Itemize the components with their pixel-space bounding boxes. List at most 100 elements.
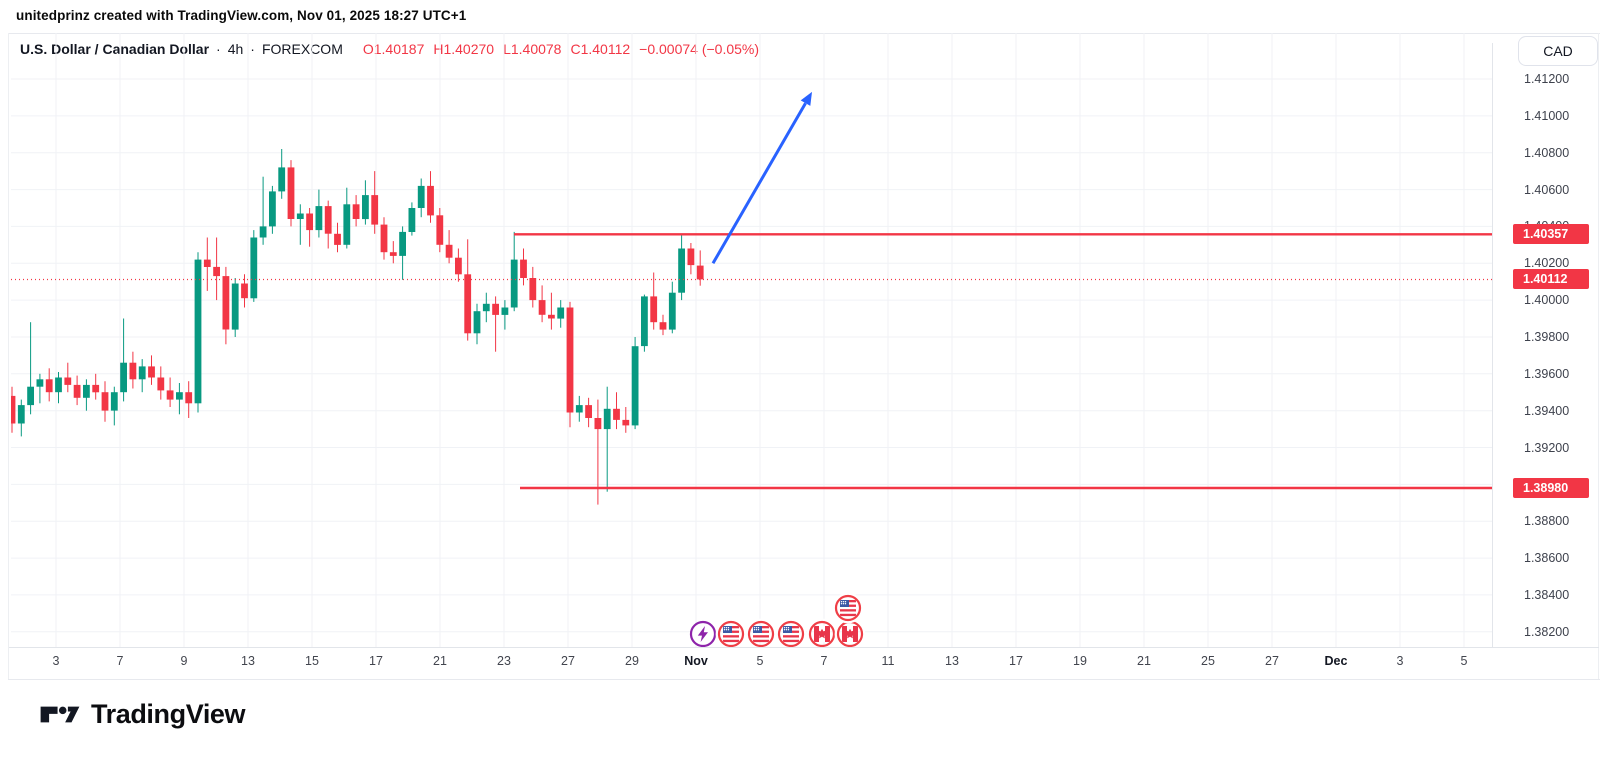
candle [622, 407, 630, 433]
time-tick-label: 19 [1073, 654, 1087, 668]
candle [389, 241, 397, 264]
candle [176, 383, 183, 415]
candle [650, 272, 658, 330]
candle [548, 292, 555, 330]
candle [408, 202, 416, 236]
candle [213, 237, 220, 301]
time-tick-label: 7 [820, 654, 828, 668]
candle [17, 399, 25, 437]
candle [668, 281, 676, 334]
currency-toggle-button[interactable]: CAD [1518, 36, 1598, 66]
chart-canvas[interactable] [11, 33, 1492, 647]
candle [492, 296, 499, 352]
candle [83, 379, 90, 411]
time-tick-label: 13 [945, 654, 959, 668]
candle [185, 381, 193, 418]
time-tick-label: 17 [1009, 654, 1023, 668]
time-tick-label: 29 [625, 654, 639, 668]
candle [417, 178, 425, 218]
candle [92, 373, 100, 400]
candle [296, 204, 304, 245]
price-tick-label: 1.39000 [1524, 477, 1570, 491]
candle [55, 372, 62, 404]
price-tick-label: 1.40800 [1524, 146, 1570, 160]
candle [64, 362, 72, 393]
header-separator: · [216, 41, 221, 57]
candle [380, 217, 388, 260]
candle [529, 266, 537, 308]
time-tick-label: 15 [305, 654, 319, 668]
symbol-header[interactable]: U.S. Dollar / Canadian Dollar · 4h · FOR… [20, 41, 759, 57]
economic-event-us-flag-icon[interactable] [745, 618, 777, 647]
price-tick-label: 1.40400 [1524, 219, 1570, 233]
economic-event-us-flag-icon[interactable] [775, 618, 807, 647]
price-tick-label: 1.39400 [1524, 404, 1570, 418]
ohlc-change: −0.00074 (−0.05%) [639, 41, 760, 57]
candle [315, 189, 323, 238]
candle [11, 386, 16, 433]
candle [641, 294, 648, 352]
ohlc-high: H1.40270 [433, 41, 495, 57]
economic-event-canada-flag-icon[interactable] [834, 618, 866, 647]
time-tick-label: 5 [1460, 654, 1468, 668]
volatility-event-icon[interactable] [689, 620, 717, 647]
candle [696, 250, 704, 286]
ohlc-close: C1.40112 [570, 41, 631, 57]
candle [101, 381, 109, 422]
price-badge: 1.40357 [1513, 224, 1589, 244]
candle [399, 226, 406, 280]
time-tick-label: 17 [369, 654, 383, 668]
candle [45, 368, 53, 402]
price-tick-label: 1.39800 [1524, 330, 1570, 344]
economic-event-us-flag-icon[interactable] [715, 618, 747, 647]
ohlc-open: O1.40187 [362, 41, 425, 57]
tradingview-logo-icon [40, 706, 80, 723]
time-tick-label: 23 [497, 654, 511, 668]
candle [306, 208, 313, 247]
ohlc-low: L1.40078 [503, 41, 562, 57]
candle [613, 392, 620, 430]
widget-border-top [8, 33, 1600, 34]
economic-event-canada-flag-icon[interactable] [806, 618, 838, 647]
symbol-name[interactable]: U.S. Dollar / Canadian Dollar [20, 41, 210, 57]
candle [585, 397, 592, 428]
candle [73, 375, 81, 406]
candle [110, 386, 118, 426]
candle [203, 237, 211, 291]
time-tick-label: 3 [52, 654, 60, 668]
price-tick-label: 1.38200 [1524, 625, 1570, 639]
candle [259, 176, 267, 245]
time-tick-label: 21 [433, 654, 447, 668]
candle [371, 171, 379, 234]
candle [501, 300, 509, 330]
price-badge: 1.40112 [1513, 269, 1589, 289]
candle [687, 243, 695, 275]
price-tick-label: 1.39600 [1524, 367, 1570, 381]
candle [36, 373, 44, 404]
time-tick-label: 9 [180, 654, 188, 668]
time-tick-label: 3 [1396, 654, 1404, 668]
price-tick-label: 1.38400 [1524, 588, 1570, 602]
price-tick-label: 1.41000 [1524, 109, 1570, 123]
time-tick-label: 13 [241, 654, 255, 668]
candle [473, 303, 481, 345]
trend-arrow[interactable] [711, 91, 812, 265]
economic-event-us-flag-icon[interactable] [832, 592, 864, 624]
candle [436, 208, 444, 253]
tradingview-logo[interactable]: TradingView [40, 699, 246, 730]
price-tick-label: 1.39200 [1524, 441, 1570, 455]
candle [157, 366, 165, 400]
candle [250, 230, 258, 302]
candle [222, 266, 230, 345]
time-tick-label: 27 [561, 654, 575, 668]
candle [194, 252, 202, 413]
candle [287, 160, 295, 227]
candle [575, 395, 583, 422]
price-tick-label: 1.38800 [1524, 514, 1570, 528]
candle [557, 300, 565, 328]
candle [334, 222, 341, 253]
time-tick-label: 5 [756, 654, 764, 668]
interval-label[interactable]: 4h [227, 41, 244, 57]
time-tick-label: Dec [1324, 654, 1348, 668]
